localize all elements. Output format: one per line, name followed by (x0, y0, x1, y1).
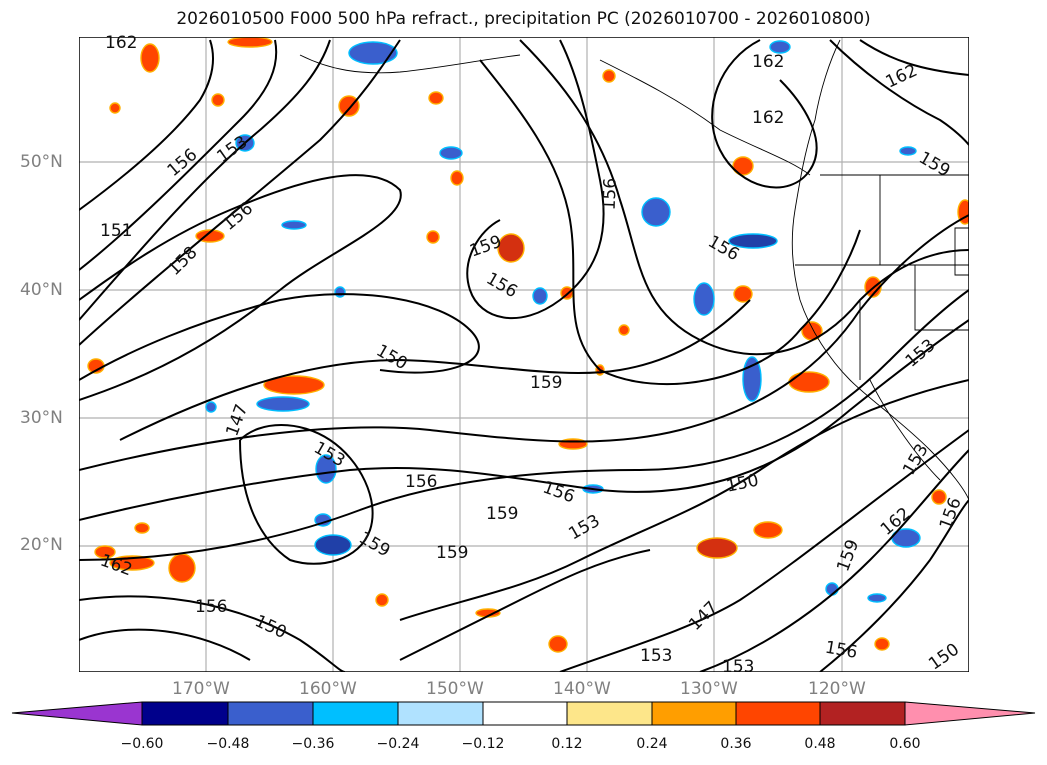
longitude-label: 160°W (299, 679, 357, 699)
latitude-label: 30°N (20, 408, 63, 428)
contour-label: 162 (105, 33, 137, 53)
coastline-borders (299, 39, 969, 501)
contour-label: 159 (486, 504, 518, 524)
latitude-label: 20°N (20, 535, 63, 555)
latitude-label: 40°N (20, 280, 63, 300)
colorbar-segment (566, 701, 653, 726)
colorbar-tick: 0.12 (551, 736, 583, 752)
colorbar-tick: −0.12 (461, 736, 505, 752)
contour-label: 156 (405, 472, 437, 492)
contour-label: 151 (100, 221, 132, 241)
colorbar-tick: 0.48 (804, 736, 836, 752)
contour-label: 162 (752, 52, 784, 72)
contour-label: 159 (530, 373, 562, 393)
longitude-label: 130°W (680, 679, 738, 699)
colorbar-tick: −0.60 (120, 736, 164, 752)
colorbar-tick: 0.36 (720, 736, 752, 752)
contour-label: 159 (436, 543, 468, 563)
colorbar-extend-low (11, 701, 143, 726)
map-title: 2026010500 F000 500 hPa refract., precip… (176, 9, 871, 29)
colorbar-segment (819, 701, 906, 726)
colorbar-tick: 0.24 (636, 736, 668, 752)
precip-negative-blobs (205, 40, 921, 603)
longitude-label: 170°W (172, 679, 230, 699)
colorbar-tick: −0.48 (206, 736, 250, 752)
colorbar (11, 701, 1036, 726)
colorbar-segment (141, 701, 229, 726)
longitude-label: 140°W (553, 679, 611, 699)
precip-positive-blobs (87, 37, 969, 653)
contour-label: 153 (722, 657, 754, 677)
map-plot-area (79, 37, 969, 672)
contour-label: 162 (752, 108, 784, 128)
colorbar-extend-high (904, 701, 1036, 726)
colorbar-segment (651, 701, 737, 726)
latitude-label: 50°N (20, 152, 63, 172)
contour-label: 156 (600, 178, 621, 211)
colorbar-segment (227, 701, 314, 726)
colorbar-tick: −0.36 (291, 736, 335, 752)
colorbar-segment (482, 701, 568, 726)
refractivity-contours (79, 39, 969, 672)
colorbar-segment (735, 701, 821, 726)
longitude-label: 150°W (426, 679, 484, 699)
colorbar-tick: −0.24 (376, 736, 420, 752)
longitude-label: 120°W (808, 679, 866, 699)
contour-label: 156 (195, 597, 227, 617)
colorbar-segment (312, 701, 399, 726)
colorbar-segment (397, 701, 484, 726)
colorbar-tick: 0.60 (889, 736, 921, 752)
contour-label: 153 (640, 646, 672, 666)
